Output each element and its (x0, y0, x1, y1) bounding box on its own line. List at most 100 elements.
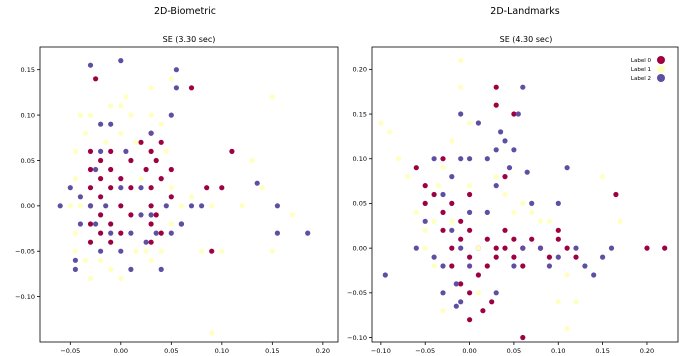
left-series-2-point (178, 221, 184, 227)
left-series-0-point (108, 221, 114, 227)
right-series-2-point (431, 156, 437, 162)
left-series-0-point (87, 221, 94, 227)
right-series-0-point (467, 191, 473, 198)
right-series-1-point (449, 138, 455, 144)
right-series-2-point (582, 263, 588, 269)
left-series-2-point (72, 257, 78, 263)
left-y-tick-label: 0.15 (21, 66, 35, 74)
left-series-1-point (77, 203, 83, 209)
left-series-1-point (158, 248, 164, 254)
right-series-2-point (453, 281, 459, 287)
left-series-0-point (168, 194, 174, 200)
right-series-1-point (422, 227, 428, 233)
left-series-1-point (259, 185, 265, 191)
left-series-0-point (108, 166, 114, 173)
right-chart-title: SE (4.30 sec) (500, 35, 553, 44)
left-series-0-point (87, 185, 94, 191)
left-series-1-point (123, 94, 129, 100)
right-series-0-point (555, 236, 561, 242)
right-x-tick-label: 0.15 (595, 347, 609, 355)
left-series-2-point (168, 230, 174, 236)
right-y-tick-label: −0.10 (347, 334, 367, 342)
right-series-1-point (564, 272, 570, 278)
left-series-2-point (148, 130, 154, 136)
right-series-2-point (600, 254, 606, 260)
right-figure-title: 2D-Landmarks (490, 6, 559, 17)
right-series-2-point (493, 290, 499, 296)
left-series-0-point (148, 203, 154, 209)
left-series-1-point (158, 121, 164, 127)
left-series-1-point (209, 203, 215, 209)
right-series-2-point (555, 200, 561, 206)
left-series-0-point (98, 157, 104, 164)
left-series-0-point (229, 148, 235, 154)
right-series-1-point (422, 245, 428, 251)
right-series-2-point (431, 254, 437, 260)
left-scatter-points (57, 58, 311, 336)
right-series-1-point (467, 183, 473, 189)
right-series-1-point (511, 209, 517, 215)
right-y-tick-label: 0.10 (353, 155, 367, 163)
right-series-0-point (564, 245, 570, 251)
left-series-1-point (168, 76, 174, 82)
left-series-1-point (98, 257, 104, 263)
right-plot-frame (371, 46, 679, 343)
left-series-1-point (108, 266, 114, 272)
legend: Label 0 Label 1 Label 2 (631, 56, 665, 82)
right-series-2-point (520, 245, 526, 251)
left-series-1-point (82, 257, 89, 263)
left-series-1-point (249, 157, 255, 164)
right-series-2-point (591, 272, 597, 278)
right-series-2-point (529, 200, 535, 206)
left-figure-title: 2D-Biometric (154, 6, 216, 17)
right-series-2-point (413, 245, 419, 251)
left-series-2-point (108, 121, 114, 127)
right-axes: −0.10 −0.05 0.00 0.05 0.10 0.15 0.20 −0.10 −0.05… (347, 66, 654, 355)
right-series-0-point (493, 84, 499, 90)
left-series-0-point (118, 230, 124, 236)
right-series-2-point (493, 147, 499, 153)
left-series-2-point (103, 203, 109, 209)
right-series-0-point (458, 218, 464, 224)
right-series-1-point (396, 156, 402, 162)
right-series-2-point (506, 165, 513, 171)
left-series-2-point (87, 62, 94, 68)
right-series-2-point (515, 111, 521, 117)
legend-label-1: Label 1 (631, 67, 651, 73)
left-series-0-point (98, 212, 104, 218)
right-series-1-point (600, 174, 606, 180)
right-series-2-point (467, 263, 473, 269)
left-series-0-point (153, 212, 159, 218)
left-series-0-point (87, 239, 94, 245)
right-series-1-point (440, 165, 446, 171)
left-series-2-point (98, 148, 104, 154)
right-x-tick-label: 0.05 (507, 347, 521, 355)
left-series-0-point (128, 185, 134, 191)
left-series-0-point (87, 166, 94, 173)
right-series-2-point (511, 147, 517, 153)
right-x-tick-label: −0.05 (415, 347, 435, 355)
left-series-0-point (98, 176, 104, 182)
right-series-0-point (458, 236, 464, 242)
right-series-2-point (484, 209, 490, 215)
left-chart-title: SE (3.30 sec) (163, 35, 216, 44)
right-series-2-point (458, 299, 464, 305)
right-series-1-point (435, 183, 442, 189)
right-series-2-point (453, 303, 459, 309)
left-series-0-point (158, 230, 164, 236)
left-series-0-point (98, 230, 104, 236)
left-series-0-point (168, 166, 174, 173)
right-series-2-point (449, 227, 455, 233)
left-series-1-point (72, 230, 78, 236)
left-series-2-point (274, 230, 280, 236)
left-x-tick-label: 0.20 (316, 347, 330, 355)
right-series-0-point (484, 263, 490, 269)
left-series-1-point (148, 85, 154, 91)
right-y-tick-label: 0.00 (353, 244, 367, 252)
right-series-1-point (449, 218, 455, 224)
left-series-1-point (168, 221, 174, 227)
right-series-0-point (449, 200, 455, 206)
left-series-1-point (269, 94, 275, 100)
left-series-2-point (98, 121, 104, 127)
left-series-0-point (128, 212, 134, 218)
